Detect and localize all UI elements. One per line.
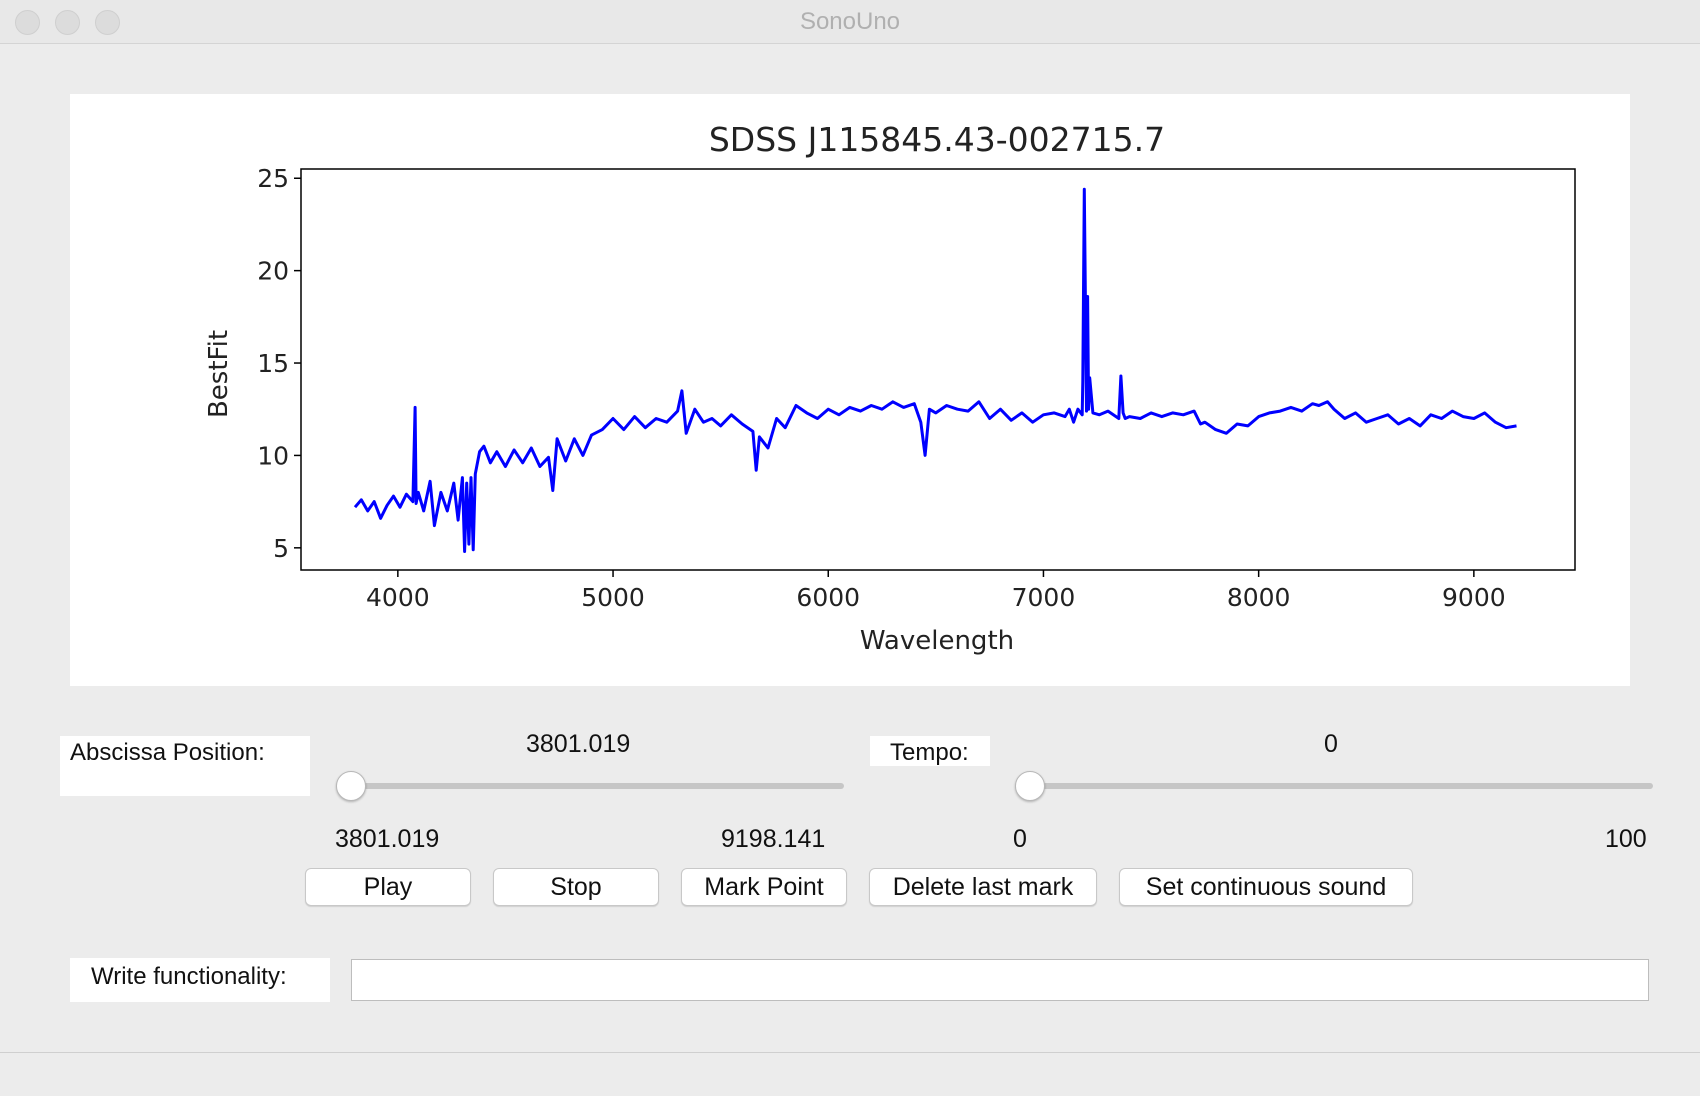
zoom-window-button[interactable] [95, 10, 120, 35]
close-window-button[interactable] [15, 10, 40, 35]
plot-panel: SDSS J115845.43-002715.7 4000 5000 6000 700… [70, 94, 1630, 686]
abscissa-max-value: 9198.141 [721, 825, 826, 853]
delete-last-mark-button[interactable]: Delete last mark [869, 868, 1097, 906]
abscissa-min-value: 3801.019 [335, 825, 440, 853]
stop-button[interactable]: Stop [493, 868, 659, 906]
x-tick-label: 6000 [796, 583, 860, 612]
abscissa-position-label: Abscissa Position: [60, 736, 310, 796]
y-tick-label: 25 [257, 164, 289, 193]
x-tick-label: 9000 [1442, 583, 1506, 612]
y-tick-label: 10 [257, 441, 289, 470]
window-title: SonoUno [799, 8, 901, 35]
plot-frame [300, 168, 1576, 571]
spectrum-chart: SDSS J115845.43-002715.7 4000 5000 6000 700… [204, 120, 1576, 656]
set-continuous-sound-button[interactable]: Set continuous sound [1119, 868, 1413, 906]
x-axis-label: Wavelength [860, 626, 1014, 656]
chart-title: SDSS J115845.43-002715.7 [709, 120, 1165, 159]
x-tick-label: 7000 [1012, 583, 1076, 612]
bottom-divider [0, 1052, 1700, 1053]
tempo-current-value: 0 [1324, 730, 1338, 758]
tempo-label: Tempo: [870, 736, 990, 766]
x-tick-label: 5000 [581, 583, 645, 612]
mark-point-button[interactable]: Mark Point [681, 868, 847, 906]
spectrum-line-series-0 [353, 187, 1517, 553]
y-tick-label: 15 [257, 349, 289, 378]
tempo-slider-track[interactable] [1015, 783, 1653, 789]
x-tick-label: 4000 [366, 583, 430, 612]
abscissa-slider-track[interactable] [336, 783, 844, 789]
write-functionality-input[interactable] [351, 959, 1649, 1001]
y-tick-label: 5 [273, 534, 289, 563]
minimize-window-button[interactable] [55, 10, 80, 35]
tempo-min-value: 0 [1013, 825, 1027, 853]
y-tick-label: 20 [257, 257, 289, 286]
title-bar: SonoUno [0, 0, 1700, 44]
play-button[interactable]: Play [305, 868, 471, 906]
x-tick-label: 8000 [1227, 583, 1291, 612]
tempo-max-value: 100 [1605, 825, 1647, 853]
write-functionality-label: Write functionality: [70, 958, 330, 1002]
abscissa-current-value: 3801.019 [526, 730, 631, 758]
tempo-slider-thumb[interactable] [1015, 771, 1045, 801]
y-axis-label: BestFit [204, 330, 234, 418]
abscissa-slider-thumb[interactable] [336, 771, 366, 801]
